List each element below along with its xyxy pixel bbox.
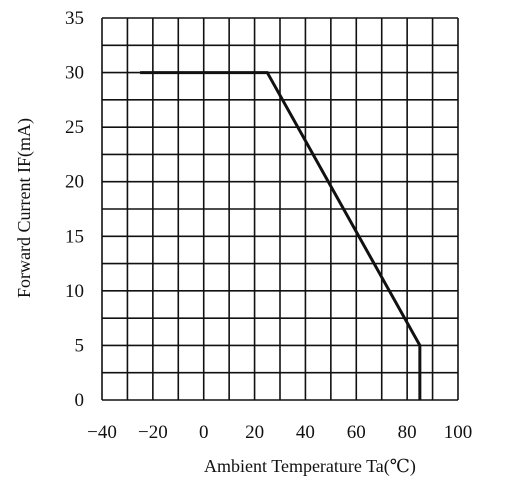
series-line — [140, 71, 422, 400]
x-tick-label: −40 — [87, 422, 117, 443]
y-tick-labels: 0 5 10 15 20 25 30 35 — [65, 8, 84, 411]
x-tick-label: −20 — [138, 422, 168, 443]
y-tick-label: 0 — [75, 390, 85, 411]
series-layer — [140, 71, 422, 400]
y-tick-label: 30 — [65, 63, 84, 84]
x-tick-label: 60 — [347, 422, 366, 443]
x-tick-label: 40 — [296, 422, 315, 443]
x-tick-label: 0 — [199, 422, 209, 443]
y-tick-label: 10 — [65, 281, 84, 302]
y-tick-label: 15 — [65, 226, 84, 247]
y-tick-label: 25 — [65, 117, 84, 138]
x-tick-labels: −40 −20 0 20 40 60 80 100 — [87, 422, 472, 443]
y-axis-title: Forward Current IF(mA) — [14, 118, 35, 298]
y-tick-label: 20 — [65, 172, 84, 193]
x-tick-label: 20 — [245, 422, 264, 443]
x-axis-title: Ambient Temperature Ta(℃) — [204, 456, 416, 477]
x-tick-label: 80 — [398, 422, 417, 443]
grid — [101, 17, 459, 401]
y-tick-label: 35 — [65, 8, 84, 29]
x-tick-label: 100 — [444, 422, 473, 443]
y-tick-label: 5 — [75, 335, 85, 356]
